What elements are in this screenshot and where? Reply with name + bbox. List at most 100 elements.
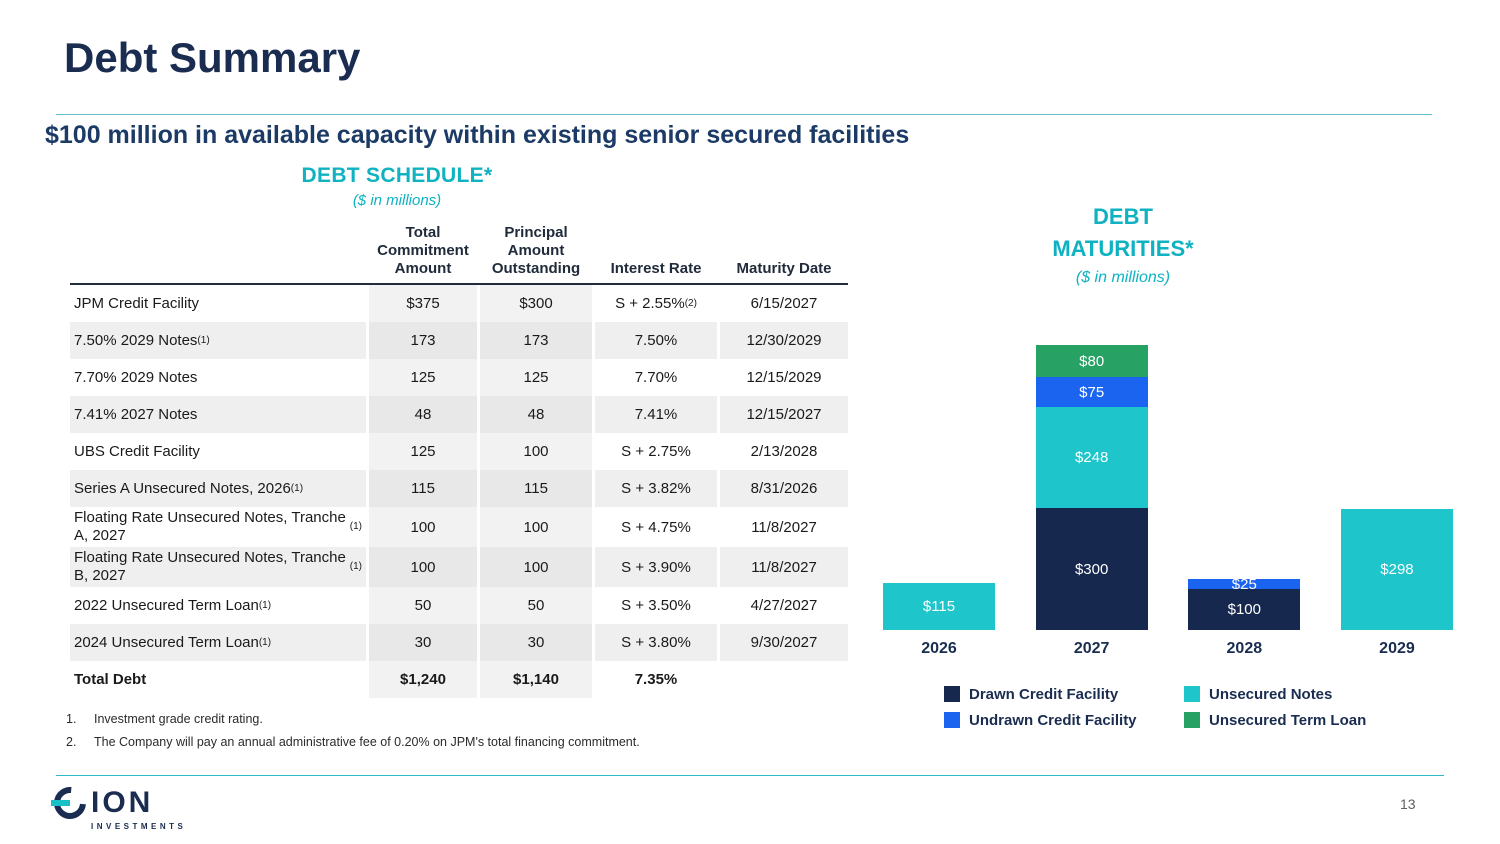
row-label: 2022 Unsecured Term Loan (1) [70,587,366,624]
outstanding-amount: $1,140 [480,661,592,698]
outstanding-amount: 48 [480,396,592,433]
debt-maturities-title: DEBT MATURITIES* [1052,204,1194,261]
footnote: 1. Investment grade credit rating. [66,712,640,726]
interest-rate: 7.35% [595,661,717,698]
commitment-amount: 115 [369,470,477,507]
debt-table-body: JPM Credit Facility $375 $300 S + 2.55% (2) 6… [70,285,848,698]
bar-value-label: $100 [1227,601,1261,618]
commitment-amount: 100 [369,507,477,547]
bar-value-label: $300 [1074,560,1109,578]
footnote: 2. The Company will pay an annual adminis… [66,735,640,749]
maturity-date: 9/30/2027 [720,624,848,661]
table-row: Floating Rate Unsecured Notes, Tranche B… [70,547,848,587]
outstanding-amount: 125 [480,359,592,396]
legend-swatch-icon [1184,686,1200,702]
maturity-date [720,661,848,698]
outstanding-amount: 100 [480,507,592,547]
column-header-interest-rate: Interest Rate [610,260,702,277]
bar-value-label: $298 [1380,561,1414,578]
footnote-text: Investment grade credit rating. [94,712,263,726]
row-label: 7.41% 2027 Notes [70,396,366,433]
row-label: Total Debt [70,661,366,698]
debt-schedule-header: DEBT SCHEDULE* ($ in millions) [197,164,597,209]
legend-item: Unsecured Notes [1184,682,1424,706]
table-row: UBS Credit Facility 125 100 S + 2.75% 2/13/2… [70,433,848,470]
cion-logo-mark: ION [51,786,186,820]
x-axis-label: 2028 [1226,640,1263,657]
maturity-date: 12/15/2029 [720,359,848,396]
bar-segment: $248 [1035,407,1148,508]
commitment-amount: 173 [369,322,477,359]
commitment-amount: $375 [369,285,477,322]
interest-rate: S + 3.90% [595,547,717,587]
bar-2029: $298 [1340,509,1453,630]
debt-schedule-title: DEBT SCHEDULE* [301,164,493,187]
table-row-total: Total Debt $1,240 $1,140 7.35% [70,661,848,698]
bar-segment: $115 [883,583,995,630]
outstanding-amount: 50 [480,587,592,624]
table-row: 2022 Unsecured Term Loan (1) 50 50 S + 3.50%… [70,587,848,624]
interest-rate: S + 3.80% [595,624,717,661]
bar-segment: $25 [1188,576,1301,593]
maturity-date: 11/8/2027 [720,547,848,587]
interest-rate: S + 3.50% [595,587,717,624]
legend-item: Unsecured Term Loan [1184,708,1424,732]
legend-swatch-icon [944,686,960,702]
outstanding-amount: 173 [480,322,592,359]
row-label: Floating Rate Unsecured Notes, Tranche A… [70,507,366,547]
page-title: Debt Summary [64,34,361,81]
bar-segment: $298 [1340,509,1453,630]
legend-item: Drawn Credit Facility [944,682,1184,706]
outstanding-amount: 100 [480,433,592,470]
commitment-amount: 125 [369,359,477,396]
bar-value-label: $248 [1074,449,1109,466]
outstanding-amount: 30 [480,624,592,661]
column-header-maturity-date: Maturity Date [736,260,832,277]
row-label: 7.50% 2029 Notes (1) [70,322,366,359]
commitment-amount: 30 [369,624,477,661]
commitment-amount: 50 [369,587,477,624]
table-row: 2024 Unsecured Term Loan (1) 30 30 S + 3.80%… [70,624,848,661]
maturities-chart: $115 $80 $75 $248 $300 $25 $100 $298 [883,342,1453,630]
bar-segment: $75 [1035,377,1148,407]
legend-swatch-icon [944,712,960,728]
commitment-amount: 100 [369,547,477,587]
table-row: JPM Credit Facility $375 $300 S + 2.55% (2) 6… [70,285,848,322]
x-axis-label: 2027 [1073,640,1110,657]
interest-rate: S + 3.82% [595,470,717,507]
interest-rate: S + 2.55% (2) [595,285,717,322]
table-row: Series A Unsecured Notes, 2026 (1) 115 115 S… [70,470,848,507]
x-axis-label: 2026 [921,640,957,657]
outstanding-amount: $300 [480,285,592,322]
footnote-number: 2. [66,735,77,749]
maturity-date: 4/27/2027 [720,587,848,624]
slide-subtitle: $100 million in available capacity withi… [45,121,910,149]
table-row: 7.41% 2027 Notes 48 48 7.41% 12/15/2027 [70,396,848,433]
x-axis-label: 2029 [1379,640,1415,657]
maturity-date: 2/13/2028 [720,433,848,470]
bar-segment: $80 [1035,345,1148,377]
maturity-date: 6/15/2027 [720,285,848,322]
legend-label: Unsecured Notes [1209,685,1333,703]
footnote-text: The Company will pay an annual administr… [94,735,640,749]
title-divider [56,114,1432,115]
row-label: 7.70% 2029 Notes [70,359,366,396]
maturity-date: 11/8/2027 [720,507,848,547]
cion-c-icon [51,787,86,819]
bar-2026: $115 [883,583,995,630]
maturity-date: 8/31/2026 [720,470,848,507]
interest-rate: S + 2.75% [595,433,717,470]
cion-logo: ION INVESTMENTS [51,786,186,831]
chart-x-axis-labels: 2026 2027 2028 2029 [883,640,1453,658]
table-row: Floating Rate Unsecured Notes, Tranche A… [70,507,848,547]
bar-segment: $300 [1035,508,1148,630]
footnote-number: 1. [66,712,77,726]
bar-2028: $25 $100 [1188,576,1301,630]
bar-value-label: $25 [1231,575,1257,593]
page-number: 13 [1400,796,1416,812]
interest-rate: 7.41% [595,396,717,433]
outstanding-amount: 100 [480,547,592,587]
bar-value-label: $80 [1079,352,1105,370]
debt-maturities-header: DEBT MATURITIES* ($ in millions) [1038,201,1208,287]
debt-schedule-table: Total Commitment Amount Principal Amount… [70,224,848,698]
